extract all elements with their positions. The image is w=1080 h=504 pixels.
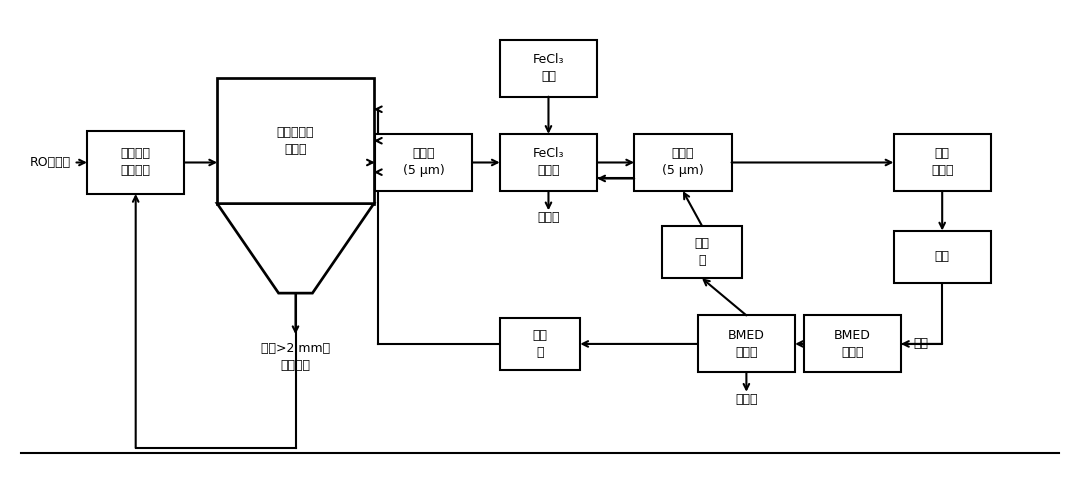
Bar [804, 316, 901, 372]
Text: 碱液
池: 碱液 池 [532, 329, 548, 359]
Text: RO浓缩液: RO浓缩液 [30, 156, 71, 169]
Text: 酸液
池: 酸液 池 [694, 237, 710, 267]
Text: 出水: 出水 [914, 338, 929, 350]
Bar [634, 134, 731, 191]
Polygon shape [217, 204, 374, 293]
Bar [375, 134, 472, 191]
Text: 纳滤
进料池: 纳滤 进料池 [931, 148, 954, 177]
Bar [217, 78, 374, 204]
Bar [893, 230, 990, 283]
Bar [87, 131, 185, 194]
Text: 流化床结晶
反应器: 流化床结晶 反应器 [276, 125, 314, 156]
Bar [893, 134, 990, 191]
Bar [662, 226, 742, 278]
Text: 粒径>2 mm的
固体颗粒: 粒径>2 mm的 固体颗粒 [261, 342, 330, 371]
Bar [500, 134, 597, 191]
Text: FeCl₃
混合池: FeCl₃ 混合池 [532, 148, 564, 177]
Text: 纳滤: 纳滤 [934, 250, 949, 263]
Bar [500, 318, 580, 370]
Text: 过滤器
(5 μm): 过滤器 (5 μm) [403, 148, 445, 177]
Text: BMED
反应器: BMED 反应器 [728, 329, 765, 359]
Text: 流化床结
晶进料池: 流化床结 晶进料池 [121, 148, 151, 177]
Text: BMED
进料池: BMED 进料池 [834, 329, 870, 359]
Text: 过滤器
(5 μm): 过滤器 (5 μm) [662, 148, 704, 177]
Text: 稀释液: 稀释液 [735, 393, 758, 406]
Bar [698, 316, 795, 372]
Text: 排气阀: 排气阀 [537, 211, 559, 224]
Text: FeCl₃
加料: FeCl₃ 加料 [532, 53, 564, 83]
Bar [500, 40, 597, 97]
